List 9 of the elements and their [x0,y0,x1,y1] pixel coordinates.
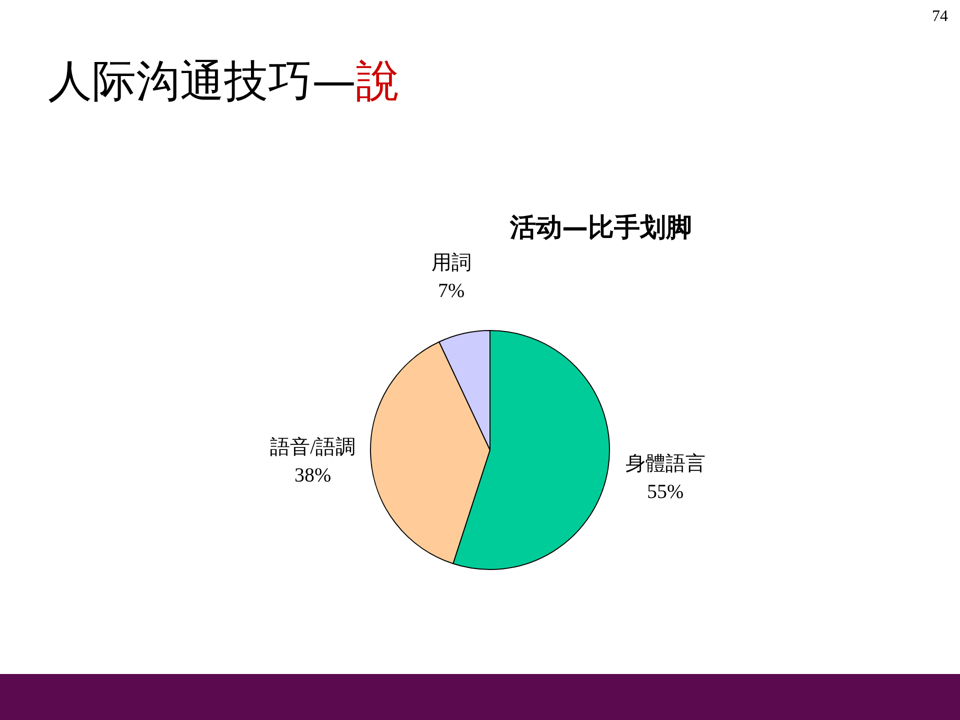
chart-title: 人际沟通技巧—說 [48,55,400,109]
slice-label: 身體語言 [625,453,706,476]
chart-subtitle: 活动—比手划脚 [510,212,692,245]
text: 74 [932,8,948,26]
data-label: 55% [646,481,684,504]
slice-label: 用詞 [431,252,472,274]
slice-label: 語音/語調 [270,436,356,458]
data-label: 7% [438,280,465,302]
data-label: 38% [294,464,332,486]
